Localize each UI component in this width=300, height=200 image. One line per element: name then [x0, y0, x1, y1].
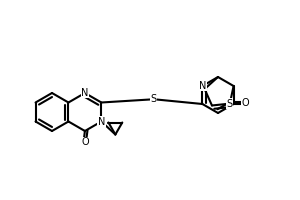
Text: S: S: [227, 99, 233, 109]
Text: O: O: [82, 137, 89, 147]
Text: O: O: [242, 98, 249, 108]
Text: N: N: [98, 116, 105, 127]
Text: S: S: [151, 94, 157, 104]
Text: N: N: [199, 81, 206, 91]
Text: N: N: [81, 88, 88, 98]
